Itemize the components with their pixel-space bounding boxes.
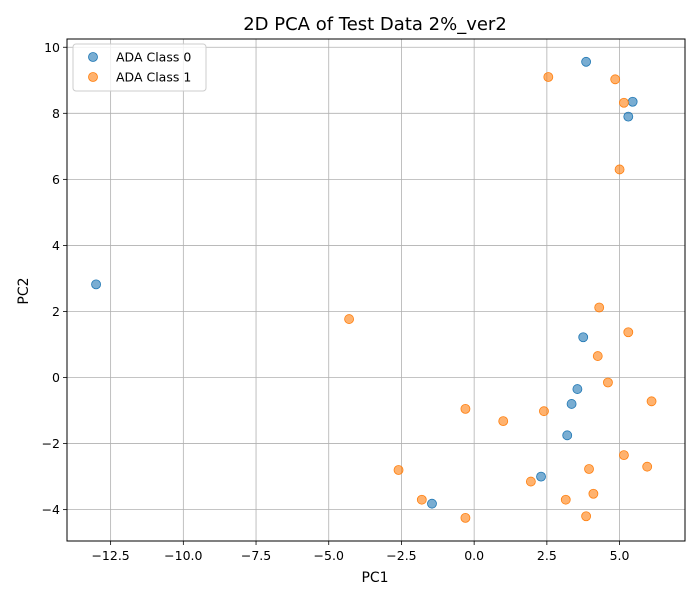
data-point-class-0 — [562, 430, 573, 441]
x-tick-label: −10.0 — [164, 548, 202, 563]
data-point-class-1 — [344, 314, 354, 324]
data-point-class-1 — [603, 377, 613, 388]
x-tick-label: 2.5 — [537, 548, 557, 563]
data-points — [91, 56, 657, 523]
data-point-class-1 — [584, 464, 594, 474]
x-tick-label: −5.0 — [314, 548, 344, 563]
data-point-class-0 — [627, 96, 638, 107]
x-tick-label: −7.5 — [241, 548, 271, 563]
data-point-class-0 — [581, 56, 592, 67]
data-point-class-0 — [91, 279, 101, 290]
x-tick-label: 5.0 — [610, 548, 630, 563]
data-point-class-1 — [581, 511, 592, 522]
data-point-class-1 — [619, 450, 629, 461]
plot-frame — [66, 38, 686, 542]
data-point-class-1 — [416, 494, 427, 505]
data-point-class-1 — [393, 465, 404, 475]
x-tick-label: −2.5 — [386, 548, 416, 563]
y-tick-label: 6 — [52, 172, 60, 187]
data-point-class-1 — [610, 74, 621, 85]
data-point-class-1 — [498, 416, 509, 427]
y-tick-label: 4 — [52, 238, 60, 253]
data-point-class-0 — [572, 384, 583, 394]
axis-ticks: −12.5 −10.0 −7.5 −5.0 −2.5 0.0 2.5 5.0 −4 −2 0 2 4 6 8… — [42, 40, 630, 563]
data-point-class-1 — [560, 494, 571, 505]
data-point-class-1 — [623, 327, 634, 338]
legend-label-class-0: ADA Class 0 — [116, 50, 191, 65]
data-point-class-0 — [566, 399, 577, 409]
data-point-class-1 — [543, 72, 554, 82]
legend-marker-class-0 — [88, 52, 98, 62]
data-point-class-1 — [588, 488, 599, 499]
data-point-class-0 — [536, 471, 546, 482]
y-tick-label: 8 — [52, 106, 60, 121]
x-axis-label: PC1 — [361, 570, 388, 586]
legend-label-class-1: ADA Class 1 — [116, 70, 191, 85]
y-tick-label: −4 — [42, 502, 60, 517]
data-point-class-0 — [623, 111, 634, 122]
data-point-class-1 — [539, 406, 549, 417]
data-point-class-0 — [578, 332, 589, 343]
data-point-class-1 — [460, 512, 471, 523]
legend: ADA Class 0 ADA Class 1 — [72, 43, 207, 92]
y-tick-label: 10 — [44, 40, 60, 55]
x-tick-label: 0.0 — [464, 548, 484, 563]
data-point-class-0 — [427, 498, 437, 509]
legend-marker-class-1 — [88, 72, 98, 82]
x-tick-label: −12.5 — [91, 548, 129, 563]
data-point-class-1 — [594, 302, 605, 313]
y-tick-label: 0 — [52, 370, 60, 385]
data-point-class-1 — [642, 461, 653, 472]
y-tick-label: 2 — [52, 304, 60, 319]
y-tick-label: −2 — [42, 436, 60, 451]
legend-box — [72, 43, 207, 92]
data-point-class-1 — [525, 476, 536, 487]
y-axis-label: PC2 — [16, 277, 32, 304]
data-point-class-1 — [614, 164, 625, 175]
grid — [67, 39, 685, 541]
data-point-class-1 — [460, 403, 471, 414]
data-point-class-1 — [592, 351, 603, 361]
data-point-class-1 — [646, 396, 657, 407]
chart-title: 2D PCA of Test Data 2%_ver2 — [243, 14, 507, 35]
data-point-class-1 — [619, 97, 629, 108]
